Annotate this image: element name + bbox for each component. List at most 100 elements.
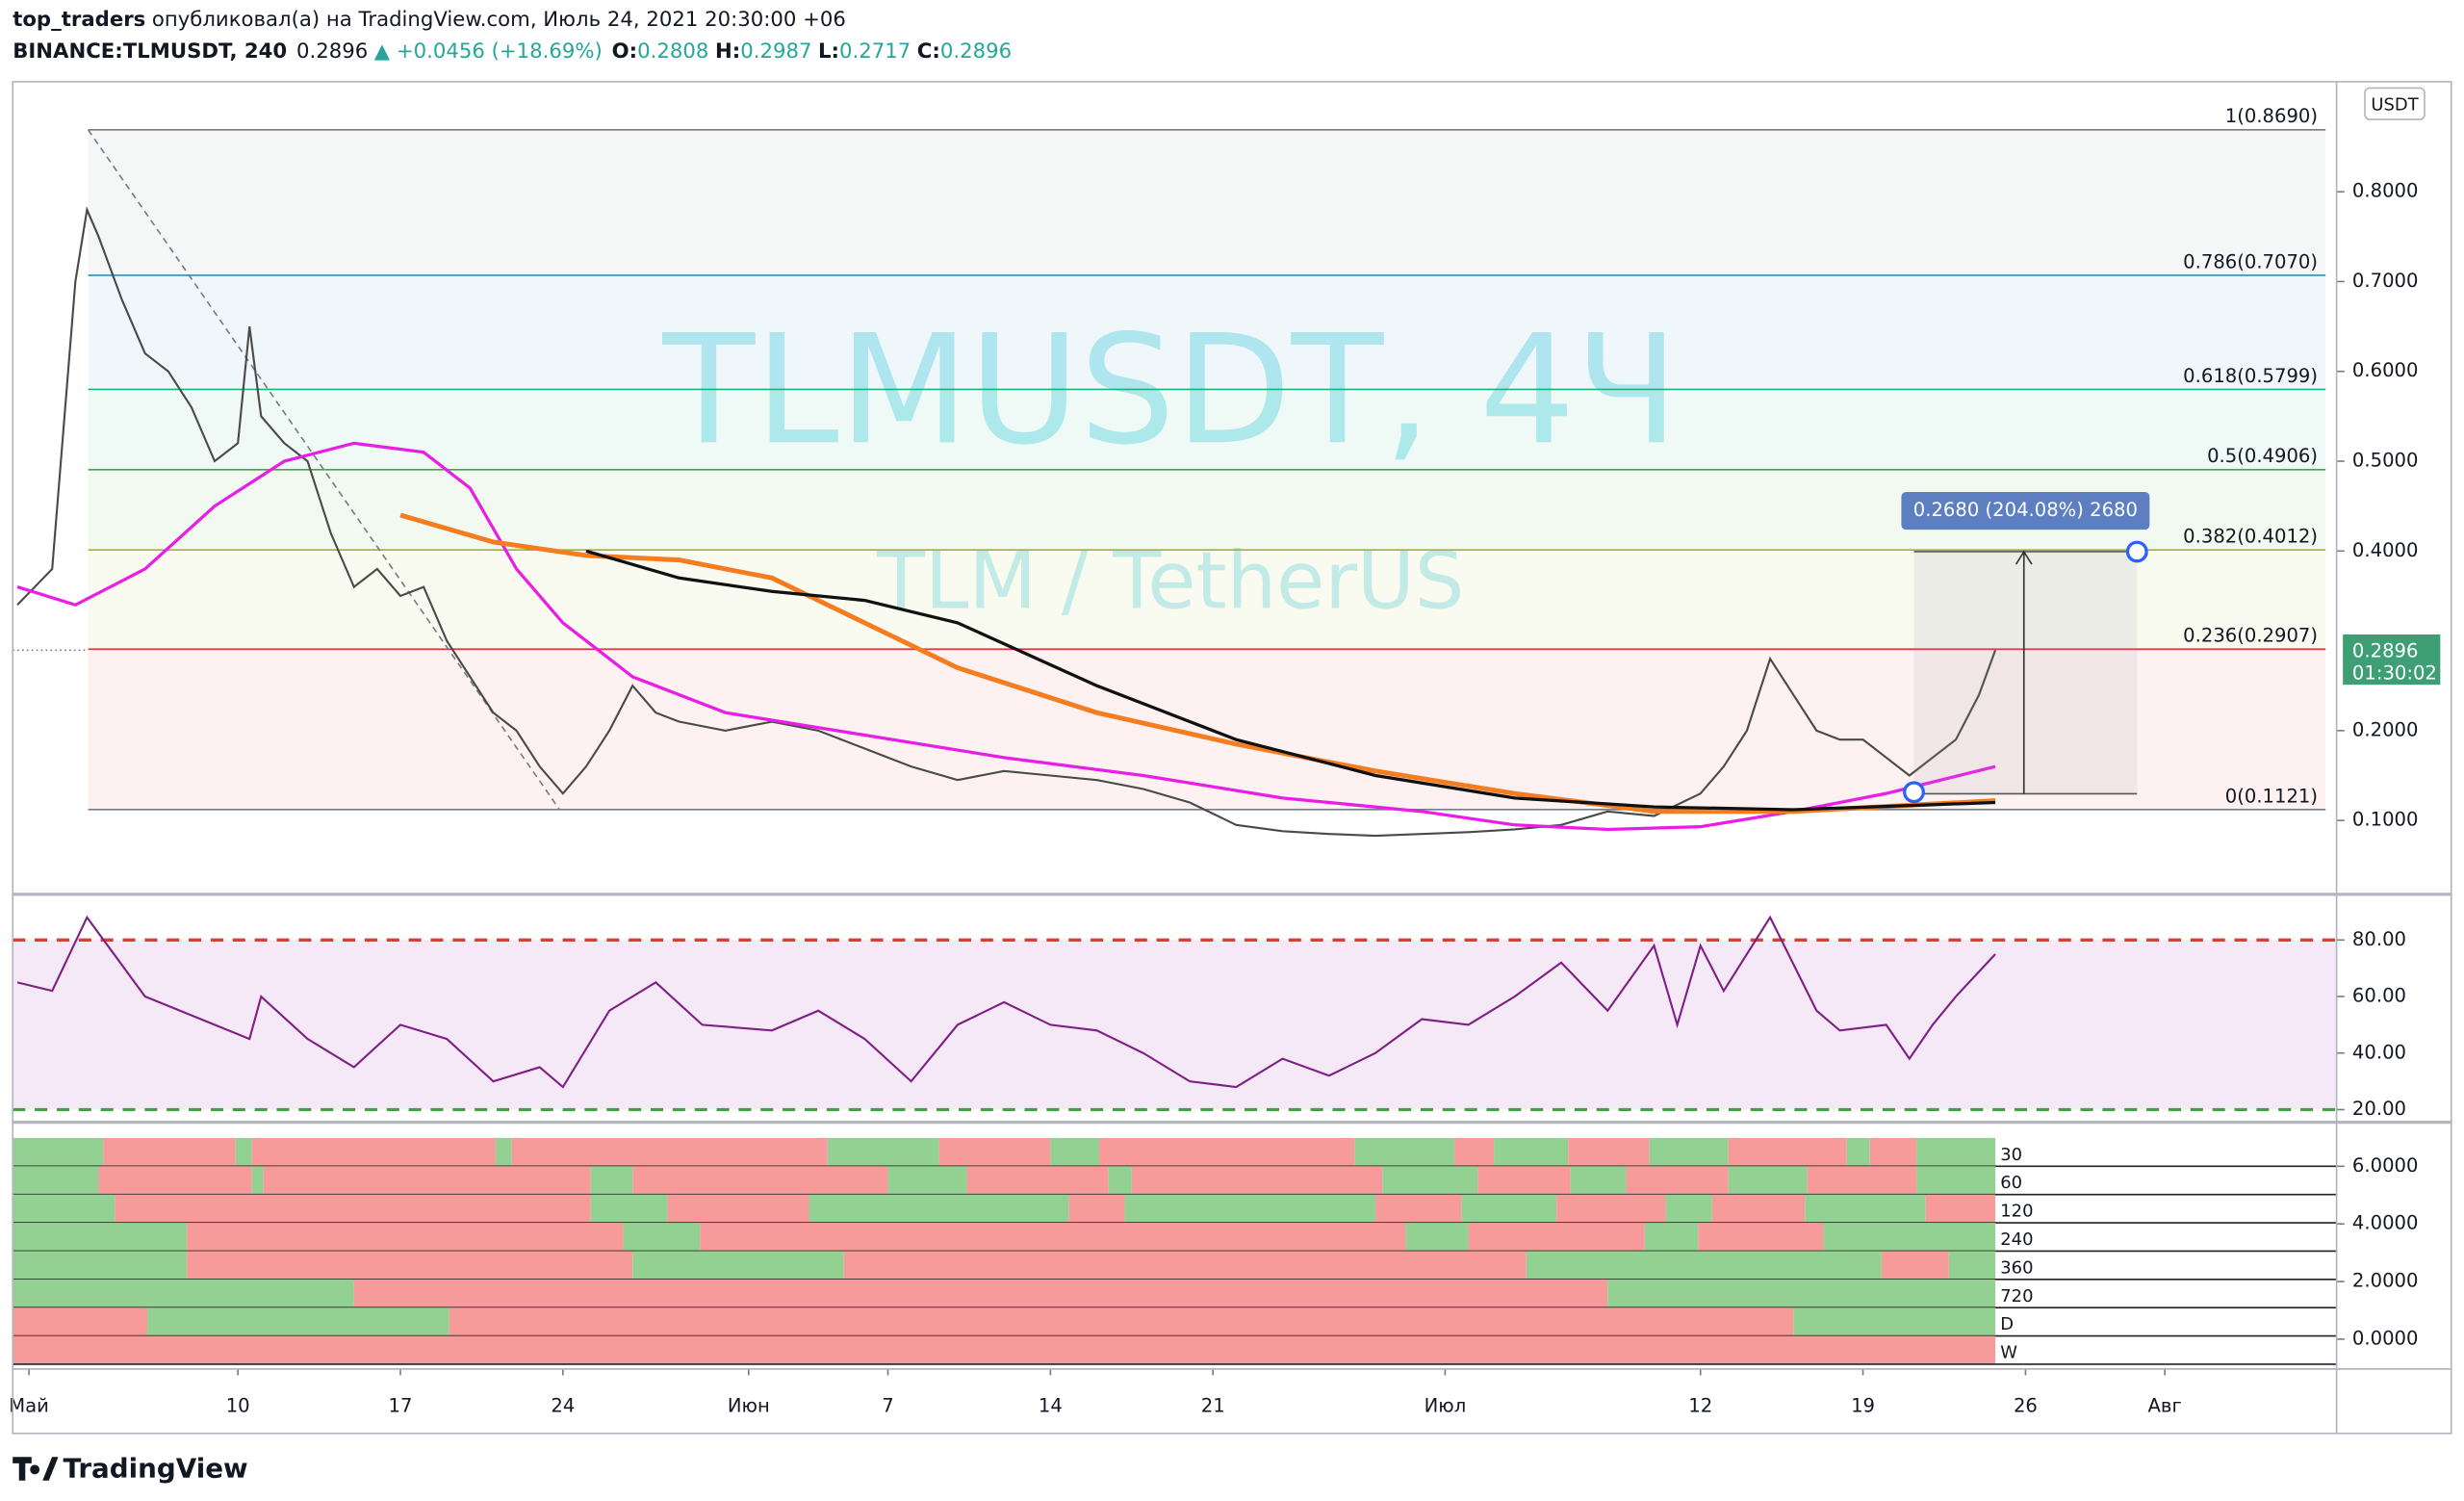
symbol: BINANCE:TLMUSDT, 240 xyxy=(13,39,287,64)
row-label: 120 xyxy=(2000,1202,2033,1222)
row-label: W xyxy=(2000,1343,2017,1363)
heat-segment xyxy=(1805,1194,1926,1224)
y-tick-label: 0.5000 xyxy=(2352,450,2419,472)
row-label: D xyxy=(2000,1314,2014,1334)
heat-segment xyxy=(1124,1194,1376,1224)
heat-segment xyxy=(843,1251,1527,1280)
heat-segment xyxy=(1948,1251,1996,1280)
heat-segment xyxy=(1823,1223,1996,1252)
heat-segment xyxy=(98,1166,252,1195)
heat-segment xyxy=(632,1251,844,1280)
heat-segment xyxy=(827,1137,939,1167)
heat-segment xyxy=(1711,1194,1806,1224)
heat-segment xyxy=(966,1166,1109,1195)
heat-segment xyxy=(251,1166,264,1195)
logo-icon xyxy=(13,1457,59,1481)
heat-segment xyxy=(449,1307,1794,1336)
x-tick-label: 24 xyxy=(551,1395,575,1417)
fib-zone xyxy=(88,389,2326,470)
series-line xyxy=(585,549,1996,812)
x-tick-label: 19 xyxy=(1851,1395,1875,1417)
fib-label: 0.618(0.5799) xyxy=(2183,365,2318,387)
heat-segment xyxy=(235,1137,252,1167)
change: ▲ +0.0456 (+18.69%) xyxy=(374,39,603,64)
heat-segment xyxy=(808,1194,1069,1224)
heat-segment xyxy=(1405,1223,1469,1252)
y-tick-label: 0.7000 xyxy=(2352,270,2419,292)
heat-segment xyxy=(1607,1279,1996,1308)
y-tick-label: 6.0000 xyxy=(2352,1154,2419,1177)
heat-segment xyxy=(1728,1166,1808,1195)
heat-segment xyxy=(13,1166,99,1195)
y-tick-label: 60.00 xyxy=(2352,985,2406,1007)
heat-segment xyxy=(667,1194,809,1224)
heat-segment xyxy=(1354,1137,1455,1167)
brand: TradingView xyxy=(63,1452,247,1484)
heat-segment xyxy=(1570,1166,1627,1195)
heat-segment xyxy=(1050,1137,1100,1167)
fib-label: 0(0.1121) xyxy=(2225,785,2318,807)
handle xyxy=(2125,540,2148,563)
last-price: 0.2896 xyxy=(2352,639,2419,661)
heat-segment xyxy=(103,1137,236,1167)
heat-segment xyxy=(13,1137,104,1167)
heat-segment xyxy=(1099,1137,1355,1167)
heat-segment xyxy=(1728,1137,1847,1167)
heat-segment xyxy=(938,1137,1051,1167)
heat-segment xyxy=(1526,1251,1882,1280)
heat-segment xyxy=(1793,1307,1996,1336)
heat-segment xyxy=(1068,1194,1125,1224)
x-tick-label: 14 xyxy=(1039,1395,1063,1417)
x-tick-label: Июл xyxy=(1424,1395,1467,1417)
measure-zone xyxy=(1913,551,2138,794)
heat-segment xyxy=(1644,1223,1699,1252)
heat-segment xyxy=(13,1279,354,1308)
ohlc-value: 0.2987 xyxy=(740,39,811,64)
heat-segment xyxy=(251,1137,496,1167)
header-line-2: BINANCE:TLMUSDT, 240 0.2896 ▲ +0.0456 (+18… xyxy=(13,39,1012,64)
heat-segment xyxy=(1846,1137,1870,1167)
row-label: 30 xyxy=(2000,1145,2022,1165)
heat-segment xyxy=(1626,1166,1729,1195)
x-tick-label: 21 xyxy=(1201,1395,1225,1417)
y-tick-label: 0.0000 xyxy=(2352,1327,2419,1349)
handle xyxy=(1903,781,1925,804)
frame xyxy=(12,81,2452,1435)
heat-segment xyxy=(1649,1137,1729,1167)
x-tick-label: 12 xyxy=(1688,1395,1712,1417)
row-label: 720 xyxy=(2000,1286,2033,1307)
heat-segment xyxy=(13,1223,188,1252)
heat-segment xyxy=(1494,1137,1569,1167)
trend-line xyxy=(87,129,560,811)
last-price-tag xyxy=(2343,634,2441,686)
series-line xyxy=(16,206,1997,838)
fib-zone xyxy=(88,550,2326,650)
heat-segment xyxy=(1925,1194,1996,1224)
header-line-1: top_traders опубликовал(а) на TradingView… xyxy=(13,8,846,32)
heat-segment xyxy=(1881,1251,1949,1280)
x-tick-label: 17 xyxy=(389,1395,413,1417)
heat-segment xyxy=(1454,1137,1495,1167)
heat-segment xyxy=(187,1223,624,1252)
ohlc-label: L: xyxy=(818,39,839,64)
fib-label: 0.786(0.7070) xyxy=(2183,250,2318,272)
rsi-band xyxy=(13,940,2337,1110)
ohlc-value: 0.2808 xyxy=(637,39,708,64)
heat-segment xyxy=(13,1335,1996,1364)
currency-box[interactable] xyxy=(2364,87,2426,120)
y-tick-label: 2.0000 xyxy=(2352,1270,2419,1292)
ohlc-label: H: xyxy=(715,39,740,64)
heat-segment xyxy=(13,1307,148,1336)
heat-segment xyxy=(495,1137,512,1167)
published: опубликовал(а) на TradingView.com, Июль … xyxy=(152,8,846,32)
heat-segment xyxy=(353,1279,1608,1308)
heat-segment xyxy=(13,1194,116,1224)
heat-segment xyxy=(1382,1166,1478,1195)
heat-segment xyxy=(1698,1223,1824,1252)
currency-label: USDT xyxy=(2371,94,2419,115)
heat-segment xyxy=(1108,1166,1132,1195)
ohlc-label: C: xyxy=(917,39,940,64)
